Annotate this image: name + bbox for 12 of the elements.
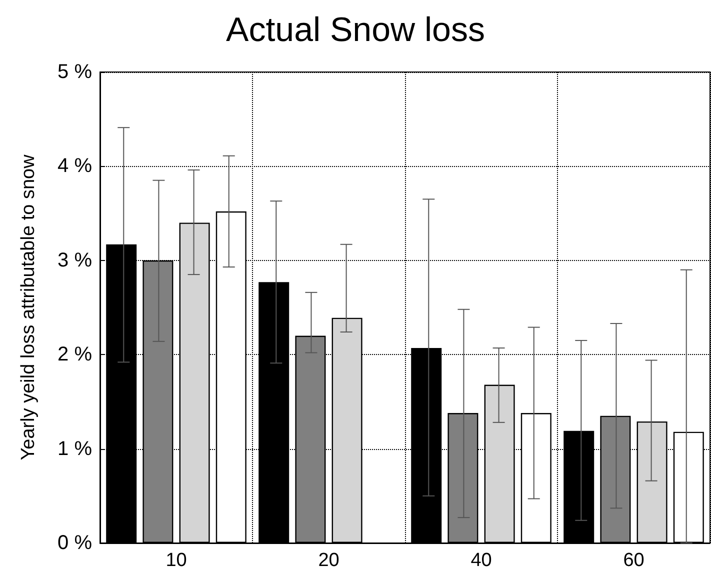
x-tick-label: 40 [470, 550, 492, 571]
x-tick-label: 60 [623, 550, 644, 571]
y-tick-label: 5 % [58, 61, 92, 83]
y-tick-label: 4 % [58, 155, 92, 178]
y-tick-label: 3 % [58, 249, 92, 272]
chart-title: Actual Snow loss [226, 11, 485, 49]
y-tick-label: 0 % [58, 532, 92, 554]
y-axis-title: Yearly yeild loss attributable to snow [18, 154, 39, 460]
x-tick-label: 20 [318, 550, 340, 571]
y-tick-label: 2 % [58, 344, 92, 366]
y-tick-label: 1 % [58, 438, 92, 460]
x-tick-label: 10 [166, 550, 187, 571]
